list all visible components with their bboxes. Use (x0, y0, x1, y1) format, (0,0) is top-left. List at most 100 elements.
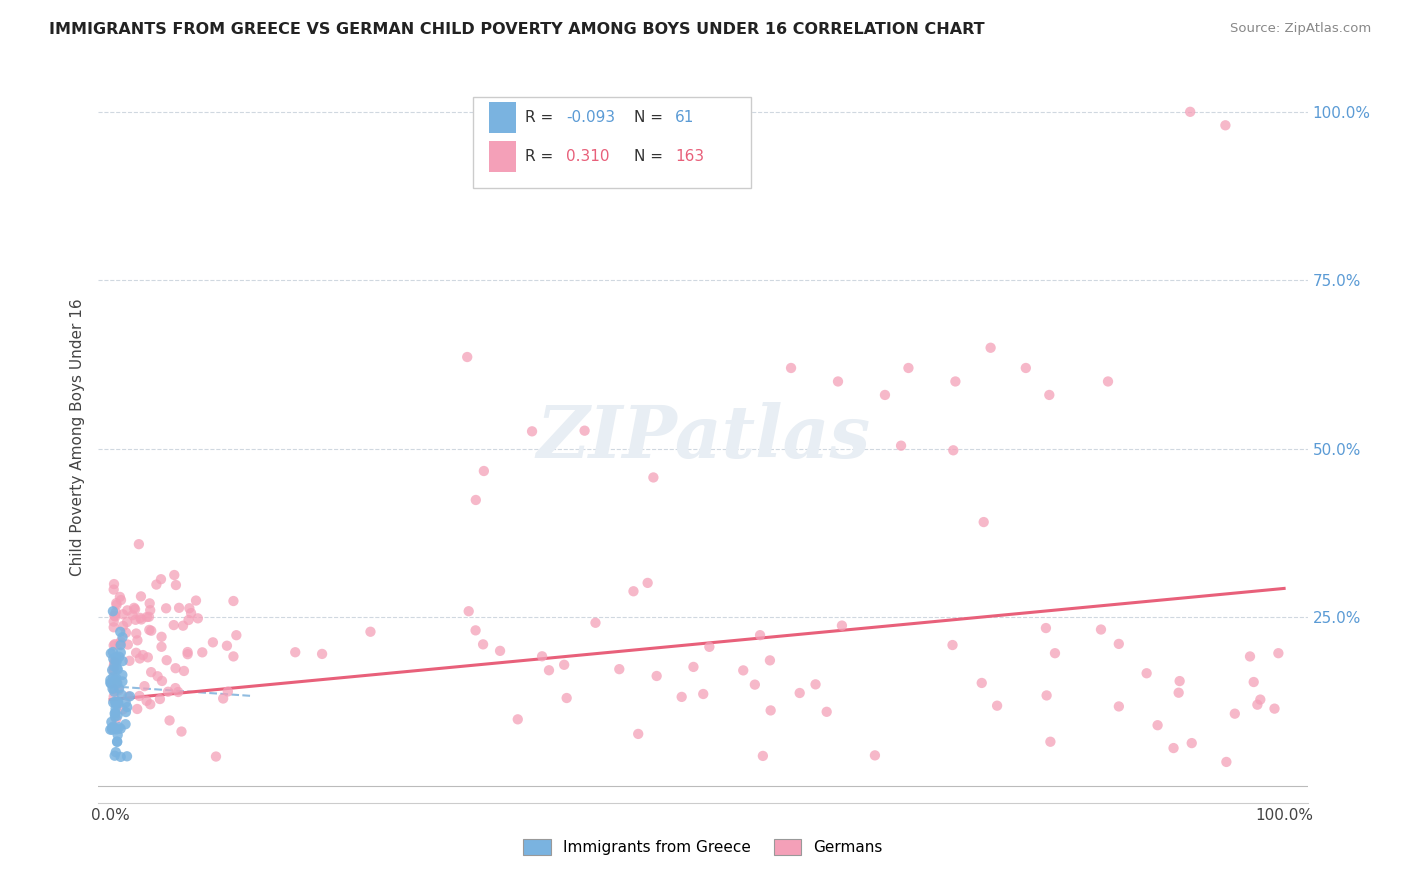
Point (121, 608, 143, 623)
Point (103, 656, 125, 670)
Point (127, 702, 149, 716)
Point (105, 675, 128, 690)
Point (107, 728, 129, 742)
Text: 0.310: 0.310 (567, 149, 610, 164)
Point (110, 638, 132, 652)
Point (122, 600, 145, 615)
Point (105, 676, 128, 690)
Point (815, 705, 838, 719)
Point (104, 605, 127, 619)
Point (973, 515, 995, 529)
Point (637, 575, 659, 590)
Point (135, 610, 157, 624)
Point (103, 659, 125, 673)
Text: R =: R = (526, 149, 554, 164)
Point (138, 596, 160, 610)
Text: 163: 163 (675, 149, 704, 164)
Point (284, 645, 307, 659)
Point (150, 630, 173, 644)
Point (1167, 686, 1189, 700)
Point (1043, 646, 1066, 660)
Point (104, 706, 127, 720)
Point (472, 464, 495, 478)
Point (111, 688, 134, 702)
Point (111, 607, 134, 622)
Point (553, 657, 575, 672)
Point (1035, 621, 1057, 635)
Point (101, 721, 124, 735)
Text: R =: R = (526, 110, 554, 125)
Point (103, 663, 125, 677)
Point (117, 690, 139, 704)
Point (205, 749, 228, 764)
Point (128, 651, 150, 665)
Point (108, 681, 131, 696)
Point (101, 663, 124, 677)
Point (134, 679, 156, 693)
Point (108, 720, 131, 734)
Point (124, 602, 146, 616)
Point (941, 638, 963, 652)
Text: IMMIGRANTS FROM GREECE VS GERMAN CHILD POVERTY AMONG BOYS UNDER 16 CORRELATION C: IMMIGRANTS FROM GREECE VS GERMAN CHILD P… (49, 22, 984, 37)
Point (104, 609, 127, 624)
Point (177, 613, 200, 627)
Point (173, 664, 195, 678)
Point (1215, 118, 1237, 132)
Point (804, 677, 827, 691)
Point (112, 619, 135, 633)
Point (127, 633, 149, 648)
Point (138, 623, 160, 637)
Text: N =: N = (634, 149, 664, 164)
Point (1163, 741, 1185, 756)
Text: 61: 61 (675, 110, 695, 125)
Point (1015, 361, 1038, 376)
Point (1038, 388, 1060, 402)
Point (110, 722, 132, 736)
Point (457, 604, 479, 618)
Point (163, 618, 186, 632)
Point (555, 691, 578, 706)
Point (125, 626, 148, 640)
Point (531, 649, 554, 664)
Point (110, 593, 132, 607)
Point (118, 654, 141, 668)
Point (105, 661, 128, 675)
Point (311, 647, 333, 661)
Point (107, 695, 129, 709)
Point (128, 689, 150, 703)
Point (827, 375, 849, 389)
Point (104, 673, 127, 687)
Point (520, 425, 543, 439)
Point (124, 613, 146, 627)
Point (107, 708, 129, 723)
Point (103, 608, 125, 623)
Point (627, 727, 650, 741)
Point (692, 687, 714, 701)
Point (506, 712, 529, 726)
Point (105, 735, 128, 749)
Point (104, 695, 127, 709)
Point (100, 714, 122, 729)
Text: Source: ZipAtlas.com: Source: ZipAtlas.com (1230, 22, 1371, 36)
Point (129, 611, 152, 625)
Point (537, 663, 560, 677)
Point (472, 637, 495, 651)
Point (139, 603, 162, 617)
Point (623, 584, 645, 599)
Point (105, 650, 128, 665)
Point (733, 664, 755, 678)
Point (1097, 375, 1119, 389)
Point (217, 684, 239, 698)
Point (585, 615, 607, 630)
Point (128, 537, 150, 551)
Point (986, 698, 1008, 713)
Point (191, 645, 214, 659)
Point (105, 696, 128, 710)
Point (1180, 104, 1202, 119)
Point (172, 618, 194, 632)
Point (105, 734, 128, 748)
Point (945, 375, 967, 389)
Point (671, 690, 693, 704)
Point (170, 724, 193, 739)
Point (645, 669, 668, 683)
